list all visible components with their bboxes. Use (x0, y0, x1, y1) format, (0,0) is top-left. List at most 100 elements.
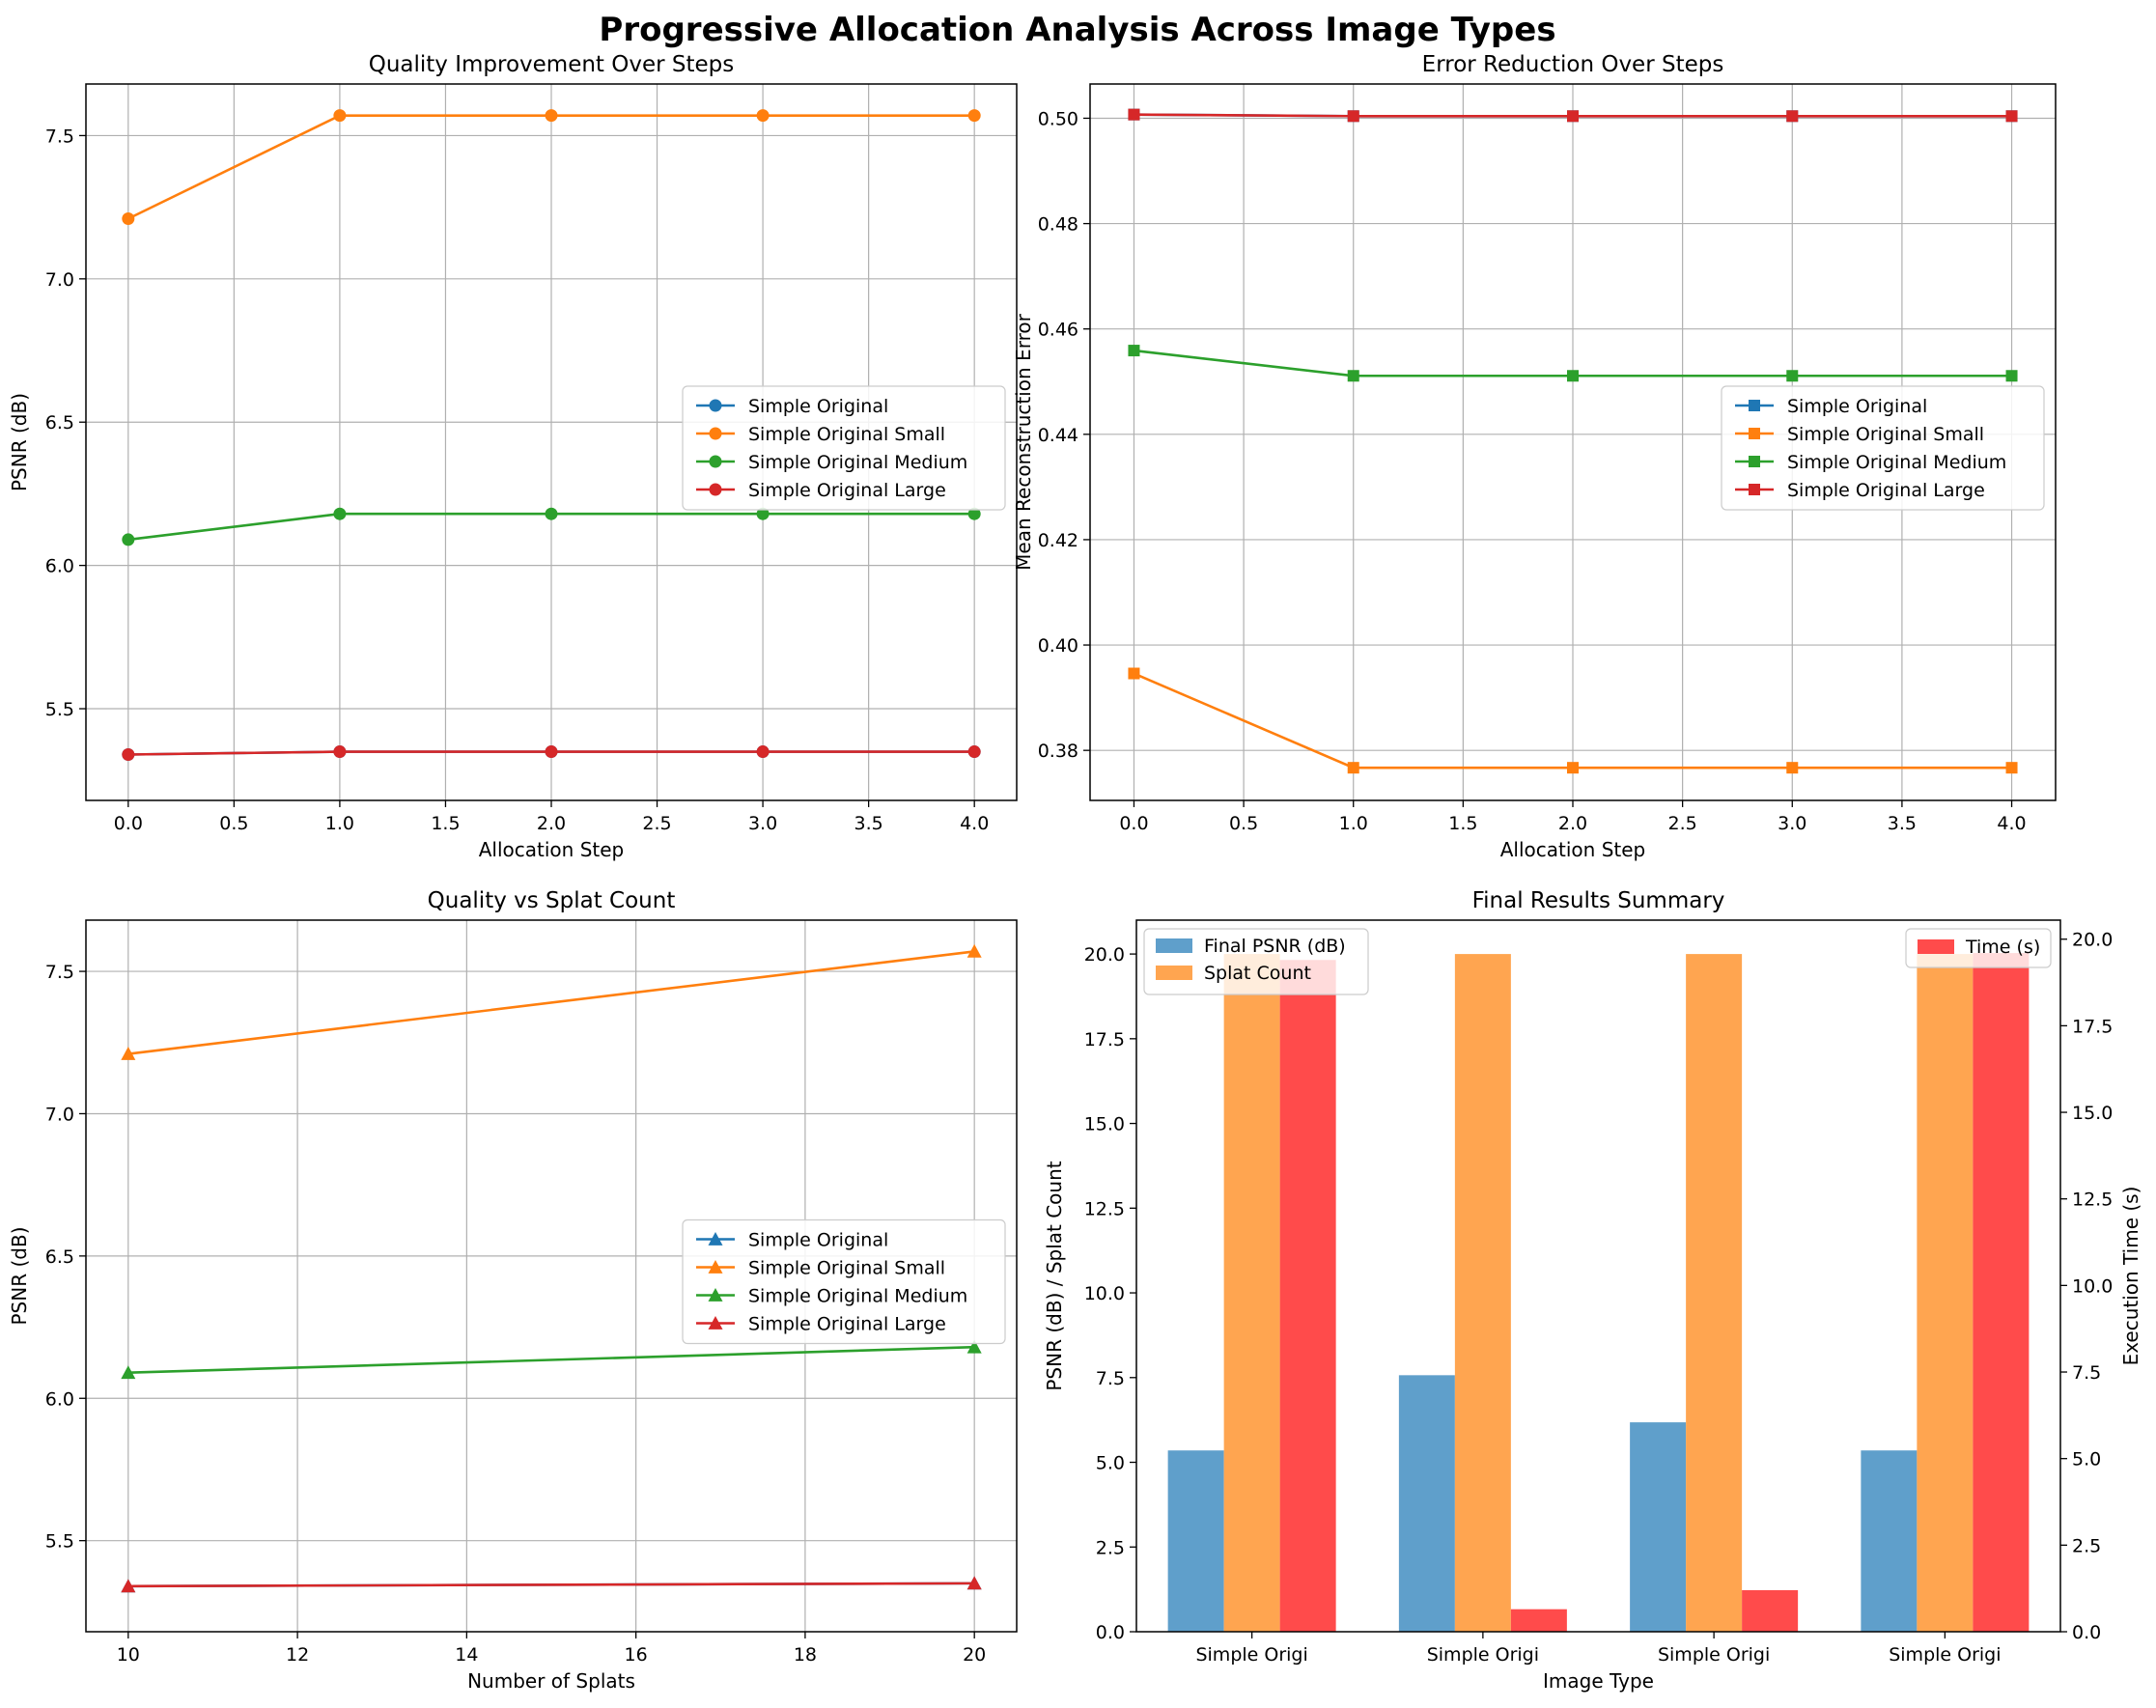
y2-tick-label: 5.0 (2072, 1449, 2101, 1470)
y2-tick-label: 2.5 (2072, 1535, 2101, 1556)
x-tick-label: 2.5 (642, 813, 671, 834)
chart-title: Quality vs Splat Count (428, 888, 676, 913)
y-tick-label: 0.44 (1038, 425, 1078, 446)
y-tick-label: 0.0 (1096, 1622, 1125, 1643)
legend-frame (682, 385, 1006, 511)
y-tick-label: 10.0 (1084, 1283, 1125, 1304)
legend-label: Simple Original Large (748, 480, 946, 501)
y-tick-label: 7.5 (45, 126, 74, 147)
data-point (121, 1365, 136, 1380)
y-tick-label: 0.38 (1038, 741, 1078, 762)
legend-marker (708, 1232, 723, 1246)
x-tick-label: 16 (625, 1644, 648, 1666)
x-tick-label: 3.0 (1778, 813, 1806, 834)
y-tick-label: 15.0 (1084, 1114, 1125, 1135)
data-point (1128, 108, 1140, 121)
y-tick-label: 7.5 (1096, 1368, 1125, 1389)
bar (1279, 960, 1336, 1632)
data-point (2005, 370, 2018, 382)
legend-marker (709, 399, 722, 412)
y-tick-label: 6.0 (45, 556, 74, 577)
x-tick-label: 14 (455, 1644, 478, 1666)
plot-frame (85, 83, 1018, 801)
legend: Simple Original Simple Original Small Simp… (682, 385, 1006, 511)
x-axis-label: Image Type (1543, 1669, 1654, 1693)
x-tick-label: 10 (117, 1644, 140, 1666)
legend-right: Time (s) (1905, 928, 2052, 968)
legend-frame (682, 1218, 1006, 1345)
series-line (127, 1345, 975, 1375)
y-tick-label: 5.5 (45, 699, 74, 720)
data-point (121, 1047, 136, 1060)
x-tick-label: 0.0 (1119, 813, 1148, 834)
figure-title: Progressive Allocation Analysis Across I… (599, 11, 1555, 49)
x-tick-label: 0.0 (114, 813, 143, 834)
y-tick-label: 17.5 (1084, 1029, 1125, 1050)
y2-tick-label: 0.0 (2072, 1622, 2101, 1643)
y2-tick-label: 17.5 (2072, 1016, 2113, 1037)
x-tick-label: 3.0 (748, 813, 777, 834)
data-point (333, 109, 347, 123)
bar (1454, 954, 1511, 1632)
data-point (122, 211, 135, 225)
data-point (1347, 370, 1359, 382)
data-point (967, 507, 981, 520)
legend-swatch (1918, 939, 1954, 954)
plot-frame (1089, 83, 2057, 801)
data-point (545, 109, 558, 123)
y-tick-label: 6.0 (45, 1388, 74, 1410)
y-axis-label: PSNR (dB) (8, 393, 31, 491)
legend-marker (1749, 456, 1760, 467)
x-tick-label: 1.5 (1448, 813, 1477, 834)
data-point (1786, 762, 1799, 774)
y-tick-label: 0.46 (1038, 320, 1078, 341)
x-tick-label: 2.0 (1558, 813, 1587, 834)
x-tick-label: 0.5 (219, 813, 248, 834)
data-point (967, 109, 981, 123)
data-point (122, 533, 135, 546)
y-axis-label: PSNR (dB) / Splat Count (1043, 1161, 1066, 1390)
legend-marker (709, 455, 722, 468)
data-point (1786, 370, 1799, 382)
legend-swatch (1156, 938, 1192, 953)
legend-marker (1749, 484, 1760, 495)
data-point (756, 507, 770, 520)
legend-label: Simple Original Small (748, 1258, 945, 1279)
legend: Simple Original Simple Original Small Simp… (682, 1218, 1006, 1345)
legend-marker (708, 1288, 723, 1302)
data-point (2005, 110, 2018, 123)
x-tick-label: 12 (286, 1644, 309, 1666)
x-tick-label: Simple Origi (1889, 1644, 2001, 1666)
bar (1510, 1609, 1567, 1632)
bar (1917, 954, 1974, 1632)
legend-label: Simple Original Medium (748, 1286, 967, 1307)
y-tick-label: 6.5 (45, 1246, 74, 1268)
x-tick-label: 20 (963, 1644, 986, 1666)
legend-label: Simple Original (1787, 396, 1927, 417)
y-tick-label: 20.0 (1084, 944, 1125, 966)
plot-frame (85, 919, 1018, 1633)
legend-marker (708, 1260, 723, 1274)
panel-splat: 10 12 14 16 18 20 5.5 6.0 6.5 7.0 7.5 Quality vs Sp… (8, 888, 1018, 1693)
x-tick-label: Simple Origi (1427, 1644, 1539, 1666)
legend-marker (1749, 400, 1760, 411)
x-tick-label: Simple Origi (1195, 1644, 1307, 1666)
data-point (1567, 762, 1579, 774)
legend-marker (1749, 428, 1760, 439)
data-point (1567, 110, 1579, 123)
data-point (966, 1576, 982, 1590)
legend-marker (709, 427, 722, 440)
chart-title: Quality Improvement Over Steps (369, 52, 735, 77)
data-point (756, 109, 770, 123)
data-point (545, 745, 558, 759)
x-tick-label: 3.5 (1888, 813, 1917, 834)
y-tick-label: 5.5 (45, 1531, 74, 1553)
x-tick-label: 0.5 (1229, 813, 1258, 834)
y-axis-label: Mean Reconstruction Error (1012, 313, 1035, 570)
data-point (121, 1579, 136, 1593)
data-point (333, 745, 347, 759)
data-point (1786, 110, 1799, 123)
data-point (967, 745, 981, 759)
bar (1686, 954, 1743, 1632)
data-point (1128, 667, 1140, 680)
